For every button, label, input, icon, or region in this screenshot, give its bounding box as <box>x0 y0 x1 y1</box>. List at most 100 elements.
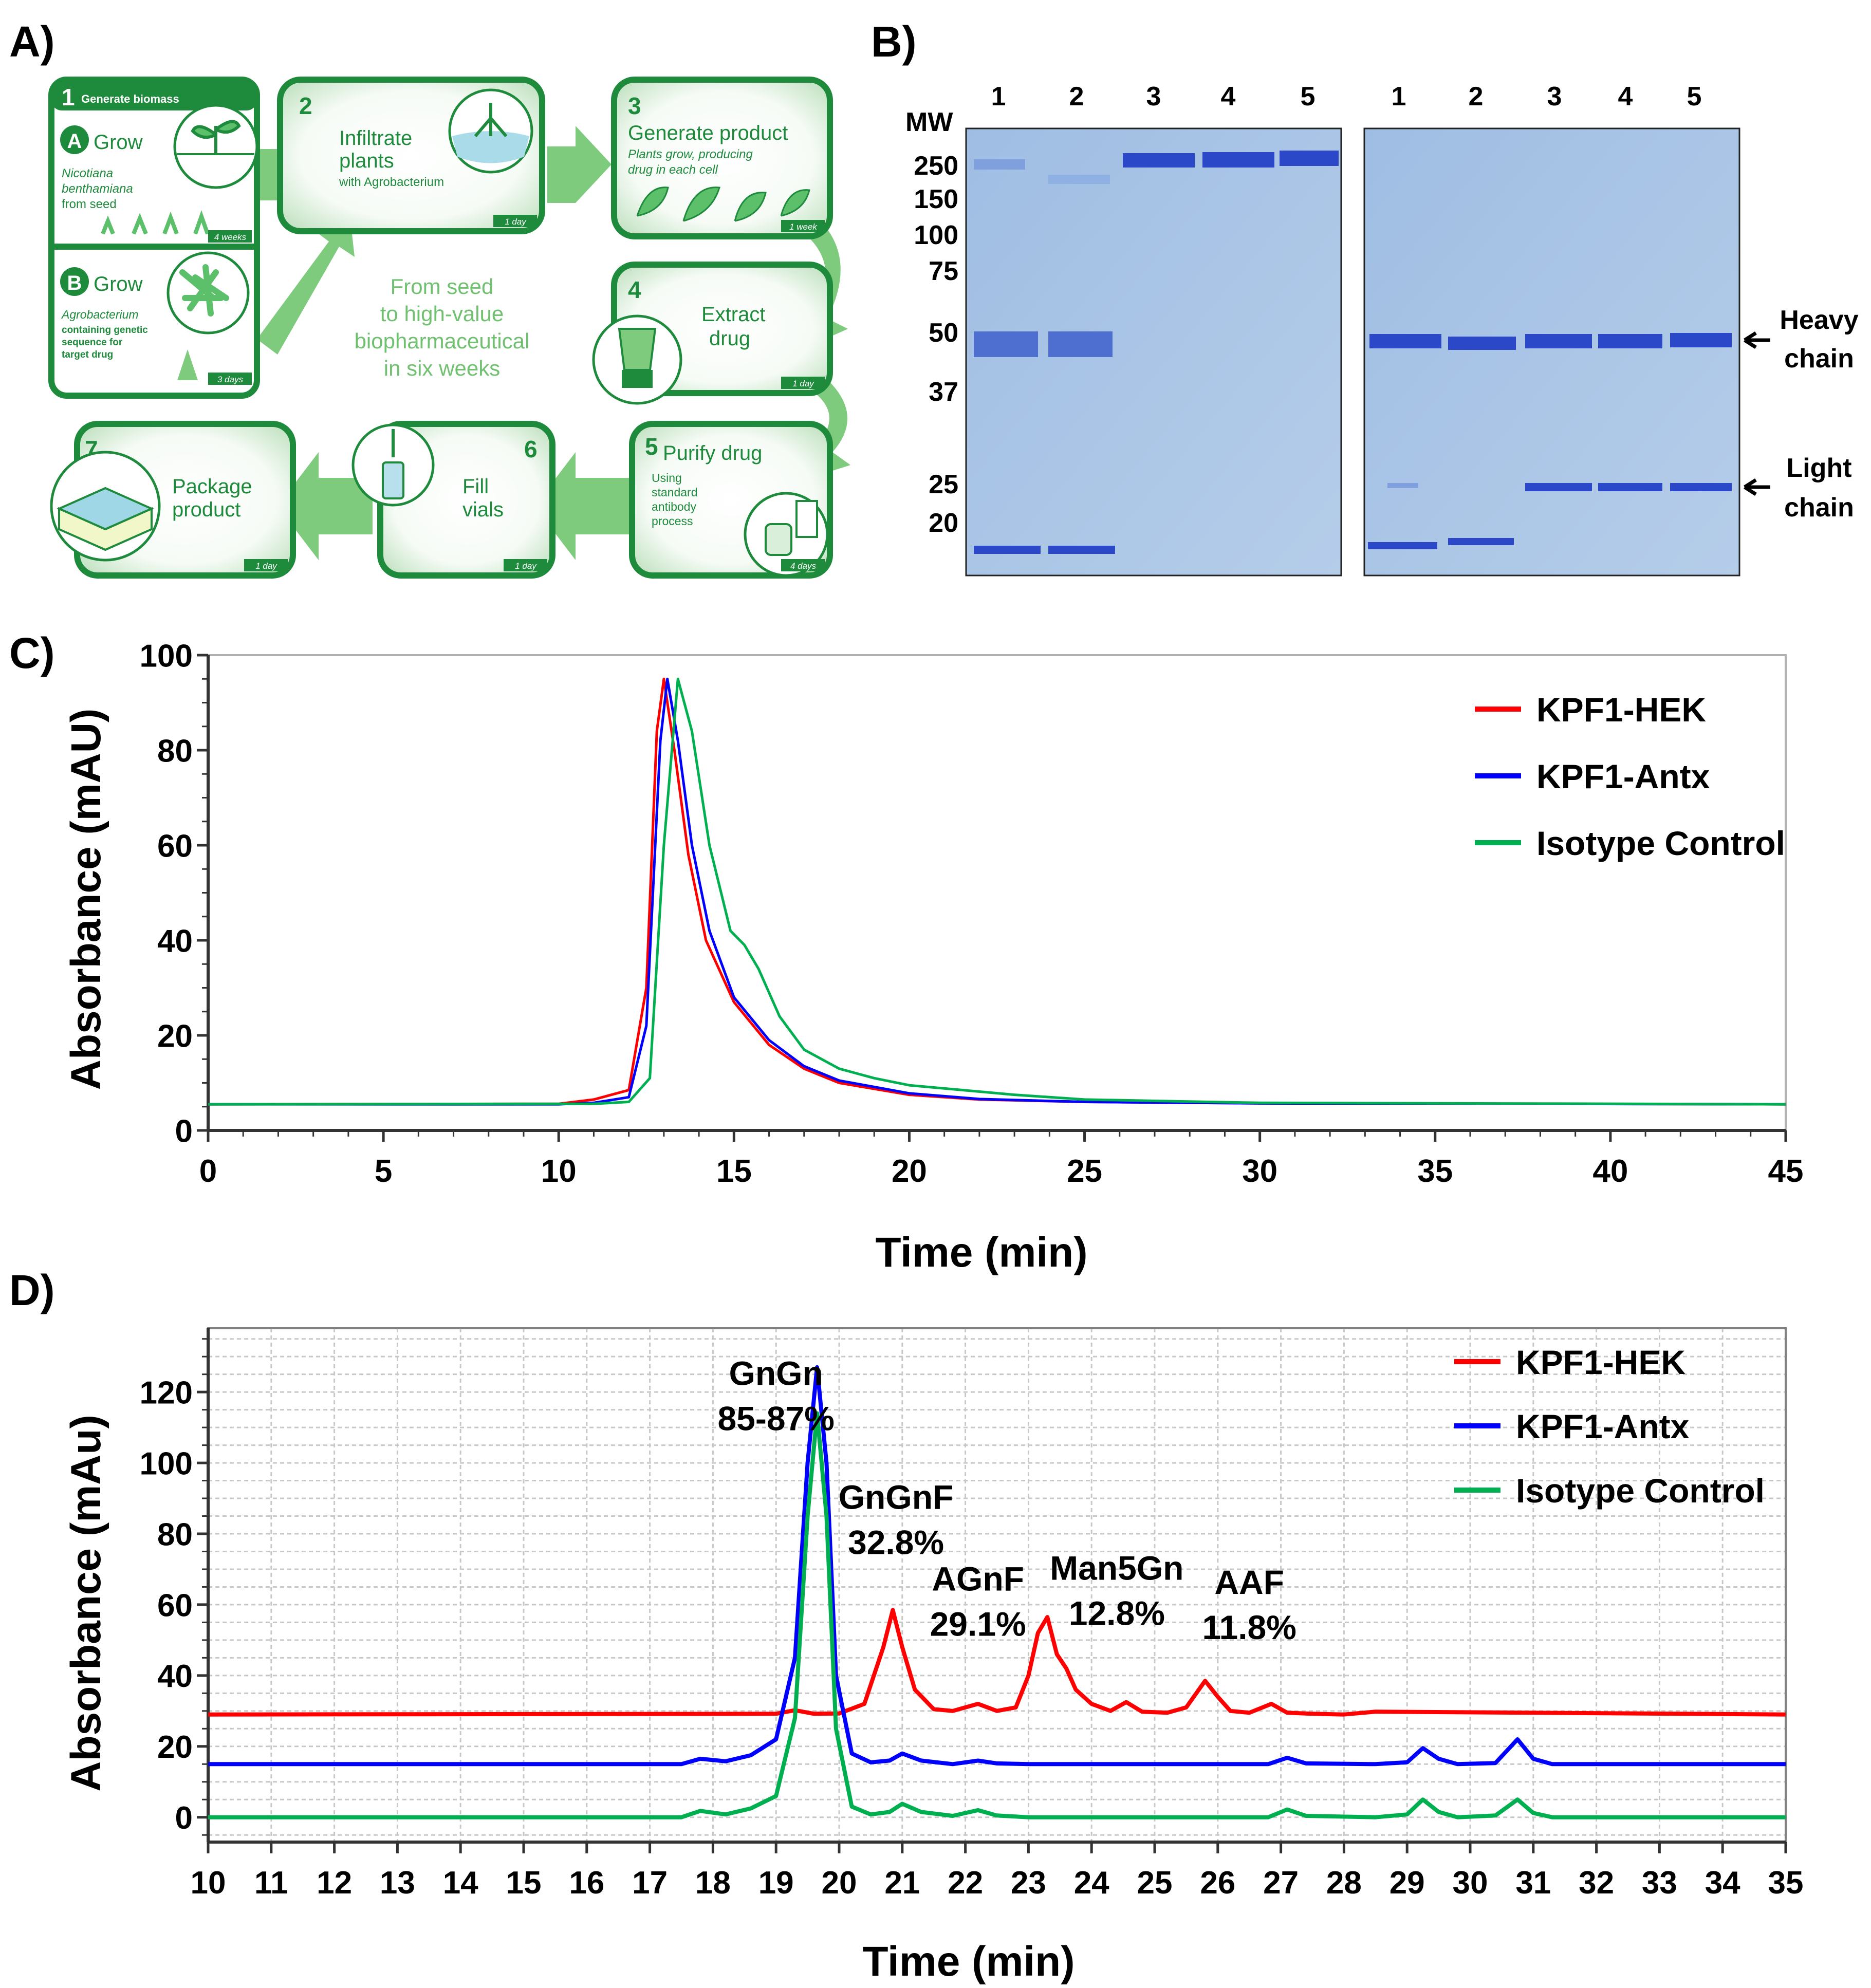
step-4-number: 4 <box>628 276 641 303</box>
gel-band <box>1448 538 1514 545</box>
d-y-axis-label: Absorbance (mAu) <box>63 1415 109 1792</box>
tagline-line-1: From seed <box>391 274 494 299</box>
gel-band <box>974 331 1038 357</box>
flask-icon <box>177 349 198 380</box>
series-line-kpf1-hek <box>208 677 1786 1106</box>
step-5-desc-1: Using <box>652 471 682 485</box>
step-6-box: 6 Fill vials 1 day <box>351 421 555 579</box>
tagline-line-4: in six weeks <box>384 356 500 380</box>
x-tick-label: 0 <box>199 1154 217 1189</box>
arrow-2-to-3 <box>547 126 612 203</box>
step-3-desc-1: Plants grow, producing <box>628 147 753 161</box>
gel-band <box>974 159 1025 170</box>
light-chain-arrow-icon <box>1744 478 1770 496</box>
series-line-kpf1-hek <box>208 1608 1786 1717</box>
x-tick-label: 25 <box>1137 1865 1173 1901</box>
y-tick-label: 80 <box>157 733 193 769</box>
y-tick-label: 60 <box>157 828 193 864</box>
step-b-desc-1: Agrobacterium <box>61 308 139 321</box>
gel-band <box>1123 153 1195 168</box>
c-y-axis-label: Absorbance (mAU) <box>63 709 109 1090</box>
step-b-desc-2: containing genetic <box>62 325 148 336</box>
x-tick-label: 30 <box>1242 1154 1277 1189</box>
step-7-duration: 1 day <box>255 561 277 571</box>
step-7-title-1: Package <box>172 475 252 498</box>
lane-label: 4 <box>1618 82 1633 112</box>
y-tick-label: 20 <box>157 1018 193 1054</box>
panel-d-chart: D) 10 11 12 13 14 15 16 17 18 19 20 21 22 23 24 25 26 27 2… <box>9 1266 1803 1985</box>
gel-band <box>1525 334 1592 348</box>
arrow-5-to-6 <box>534 452 629 560</box>
lane-label: 2 <box>1469 82 1484 112</box>
step-1-number: 1 <box>62 84 75 110</box>
mw-marker: 250 <box>914 151 958 181</box>
step-6-duration: 1 day <box>515 561 537 571</box>
tagline-line-3: biopharmaceutical <box>355 329 530 353</box>
series-line-isotype-control <box>208 677 1786 1106</box>
legend-label: KPF1-HEK <box>1536 691 1706 729</box>
mw-title: MW <box>905 107 953 137</box>
step-b-badge <box>60 267 89 296</box>
y-tick-label: 80 <box>157 1517 193 1552</box>
peak-annotation: AGnF <box>932 1559 1024 1597</box>
panel-a: A) 1 Generate biomass A Grow Nicotiana b… <box>9 17 850 579</box>
x-tick-label: 10 <box>191 1865 226 1901</box>
step-1-title: Generate biomass <box>81 92 179 105</box>
light-chain-label-1: Light <box>1786 453 1851 483</box>
mw-marker: 150 <box>914 184 958 214</box>
gel-band <box>1598 483 1662 491</box>
step-3-number: 3 <box>628 92 641 119</box>
x-tick-label: 40 <box>1592 1154 1628 1189</box>
step-b-letter: B <box>67 272 82 294</box>
step-b-desc-3: sequence for <box>62 337 123 348</box>
legend-label: Isotype Control <box>1536 824 1785 862</box>
step-b-title: Grow <box>94 273 143 295</box>
x-tick-label: 10 <box>541 1154 577 1189</box>
lane-label: 5 <box>1301 82 1316 112</box>
x-tick-label: 28 <box>1326 1865 1362 1901</box>
x-tick-label: 27 <box>1263 1865 1299 1901</box>
series-line-kpf1-antx <box>208 1365 1786 1767</box>
panel-c-chart: C) 0 5 10 15 20 25 30 35 40 45 0 20 40 60 80 100 KPF1-H… <box>9 629 1803 1276</box>
step-a-desc-1: Nicotiana <box>62 166 113 180</box>
arrow-b-to-2 <box>257 211 355 355</box>
peak-annotation: GnGnF <box>839 1478 954 1516</box>
legend-label: Isotype Control <box>1516 1472 1765 1510</box>
mw-markers: 250 150 100 75 50 37 25 20 <box>914 151 958 538</box>
x-tick-label: 15 <box>506 1865 542 1901</box>
y-tick-label: 20 <box>157 1730 193 1765</box>
x-tick-label: 12 <box>317 1865 352 1901</box>
step-a-desc-2: benthamiana <box>62 182 133 196</box>
lane-label: 2 <box>1069 82 1084 112</box>
y-tick-label: 0 <box>175 1800 193 1836</box>
y-tick-label: 0 <box>175 1113 193 1149</box>
y-tick-label: 120 <box>140 1375 193 1410</box>
x-tick-label: 14 <box>443 1865 478 1901</box>
x-tick-label: 5 <box>375 1154 392 1189</box>
c-x-axis-label: Time (min) <box>875 1229 1087 1276</box>
gel-band <box>1048 175 1110 184</box>
heavy-chain-label-2: chain <box>1784 344 1854 374</box>
x-tick-label: 17 <box>632 1865 668 1901</box>
gel-non-reducing: 1 2 3 4 5 <box>965 82 1342 577</box>
step-5-desc-2: standard <box>652 486 698 499</box>
lane-label: 4 <box>1221 82 1236 112</box>
chain-labels: Heavy chain Light chain <box>1744 305 1859 523</box>
step-2-desc: with Agrobacterium <box>339 175 444 189</box>
lane-label: 3 <box>1146 82 1161 112</box>
step-5-title: Purify drug <box>663 442 762 465</box>
step-3-desc-2: drug in each cell <box>628 163 718 177</box>
gel-band <box>1369 334 1441 348</box>
x-tick-label: 29 <box>1390 1865 1425 1901</box>
x-tick-label: 23 <box>1011 1865 1046 1901</box>
step-4-box: 4 Extract drug 1 day <box>592 262 833 405</box>
plants-icon <box>636 187 810 222</box>
step-5-desc-3: antibody <box>652 500 696 513</box>
x-tick-label: 19 <box>758 1865 794 1901</box>
panel-d-label: D) <box>9 1266 55 1314</box>
x-tick-label: 22 <box>948 1865 983 1901</box>
panel-b-label: B) <box>871 17 917 66</box>
step-a-duration: 4 weeks <box>214 232 247 242</box>
gel-band <box>1598 334 1662 348</box>
step-2-number: 2 <box>299 92 312 119</box>
